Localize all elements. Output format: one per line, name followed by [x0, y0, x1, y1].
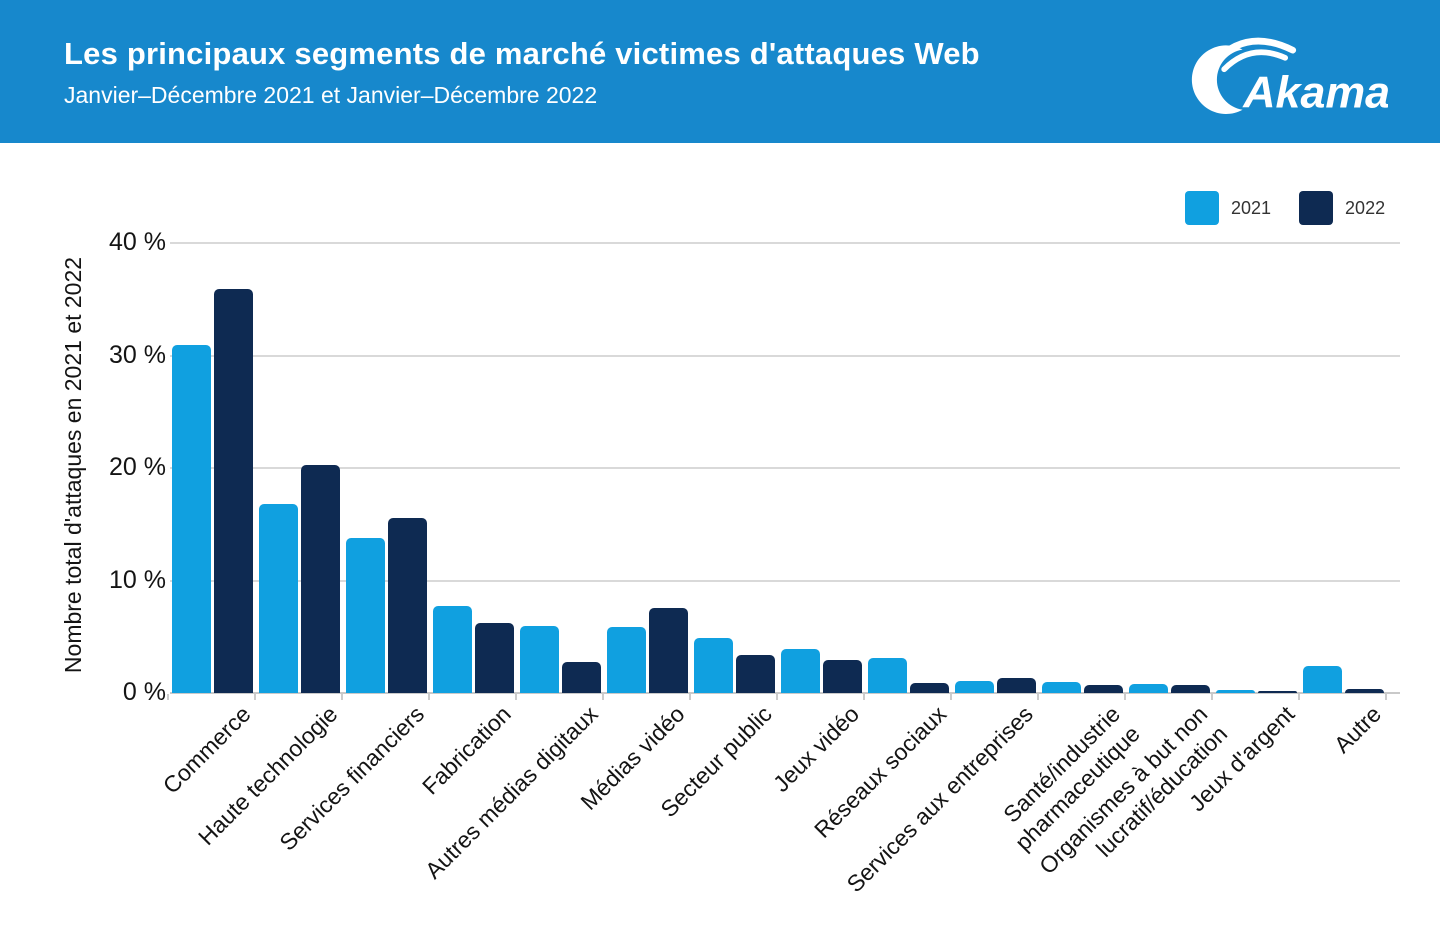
- x-category-label-3: Services financiers: [274, 700, 430, 856]
- x-category-label-14: Autre: [1328, 700, 1387, 758]
- x-tick-mark: [1124, 694, 1126, 700]
- bar-2021-8: [781, 649, 820, 693]
- x-tick-mark: [950, 694, 952, 700]
- bar-2021-6: [607, 626, 646, 693]
- akamai-logo: Akamai: [1191, 37, 1388, 117]
- x-tick-mark: [428, 694, 430, 700]
- y-tick-label-40: 40 %: [109, 228, 166, 256]
- x-tick-mark: [602, 694, 604, 700]
- x-tick-mark: [1211, 694, 1213, 700]
- bar-2022-2: [301, 464, 340, 693]
- gridline-0: [170, 692, 1400, 694]
- gridline-10: [170, 579, 1400, 582]
- bar-2021-14: [1303, 666, 1342, 693]
- chart-title: Les principaux segments de marché victim…: [64, 36, 980, 71]
- x-tick-mark: [254, 694, 256, 700]
- bar-2022-9: [910, 682, 949, 693]
- x-category-label-5: Autres médias digitaux: [420, 700, 604, 884]
- legend-label-2021: 2021: [1231, 197, 1272, 218]
- legend-swatch-2022: [1299, 191, 1334, 225]
- bar-2022-6: [649, 607, 688, 693]
- gridline-30: [170, 354, 1400, 357]
- x-tick-mark: [863, 694, 865, 700]
- y-tick-label-10: 10 %: [109, 565, 166, 594]
- x-tick-mark: [167, 694, 169, 700]
- gridline-40: [170, 242, 1400, 244]
- bar-2022-13: [1258, 690, 1297, 693]
- bar-2021-11: [1042, 681, 1081, 693]
- bar-2021-12: [1129, 684, 1168, 693]
- bar-2022-3: [388, 517, 427, 693]
- bar-2022-8: [823, 660, 862, 693]
- gridline-20: [170, 467, 1400, 469]
- bar-chart: Nombre total d'attaques en 2021 et 2022 …: [0, 143, 1440, 925]
- x-tick-mark: [689, 694, 691, 700]
- bar-2021-7: [694, 637, 733, 693]
- x-tick-mark: [1298, 694, 1300, 700]
- bar-2021-1: [172, 345, 211, 693]
- bar-2022-1: [214, 289, 253, 693]
- bar-2022-7: [736, 654, 775, 693]
- x-tick-mark: [1037, 694, 1039, 700]
- bar-2021-13: [1216, 689, 1255, 693]
- x-tick-mark: [515, 694, 517, 700]
- bar-2021-2: [259, 504, 298, 693]
- bar-2022-11: [1084, 685, 1123, 693]
- bar-2021-9: [868, 658, 907, 693]
- x-tick-mark: [341, 694, 343, 700]
- legend-item-2022: 2022: [1299, 191, 1385, 225]
- bar-2022-12: [1171, 685, 1210, 693]
- bar-2021-5: [520, 625, 559, 693]
- chart-legend: 2021 2022: [1185, 191, 1385, 225]
- y-tick-label-30: 30 %: [109, 340, 166, 369]
- bar-2021-3: [346, 537, 385, 693]
- legend-label-2022: 2022: [1345, 197, 1386, 218]
- bar-2021-4: [433, 606, 472, 693]
- bar-2022-5: [562, 661, 601, 693]
- x-tick-mark: [776, 694, 778, 700]
- bar-2022-10: [997, 678, 1036, 693]
- legend-swatch-2021: [1185, 191, 1219, 225]
- akamai-logo-text: Akamai: [1242, 67, 1388, 117]
- legend-item-2021: 2021: [1185, 191, 1271, 225]
- x-tick-mark: [1385, 694, 1387, 700]
- y-tick-label-0: 0 %: [122, 678, 166, 706]
- bar-2022-14: [1345, 688, 1384, 693]
- y-tick-label-20: 20 %: [109, 453, 166, 481]
- bar-2022-4: [475, 623, 514, 693]
- chart-subtitle: Janvier–Décembre 2021 et Janvier–Décembr…: [64, 82, 598, 108]
- bar-2021-10: [955, 680, 994, 693]
- header-banner: Les principaux segments de marché victim…: [0, 0, 1440, 143]
